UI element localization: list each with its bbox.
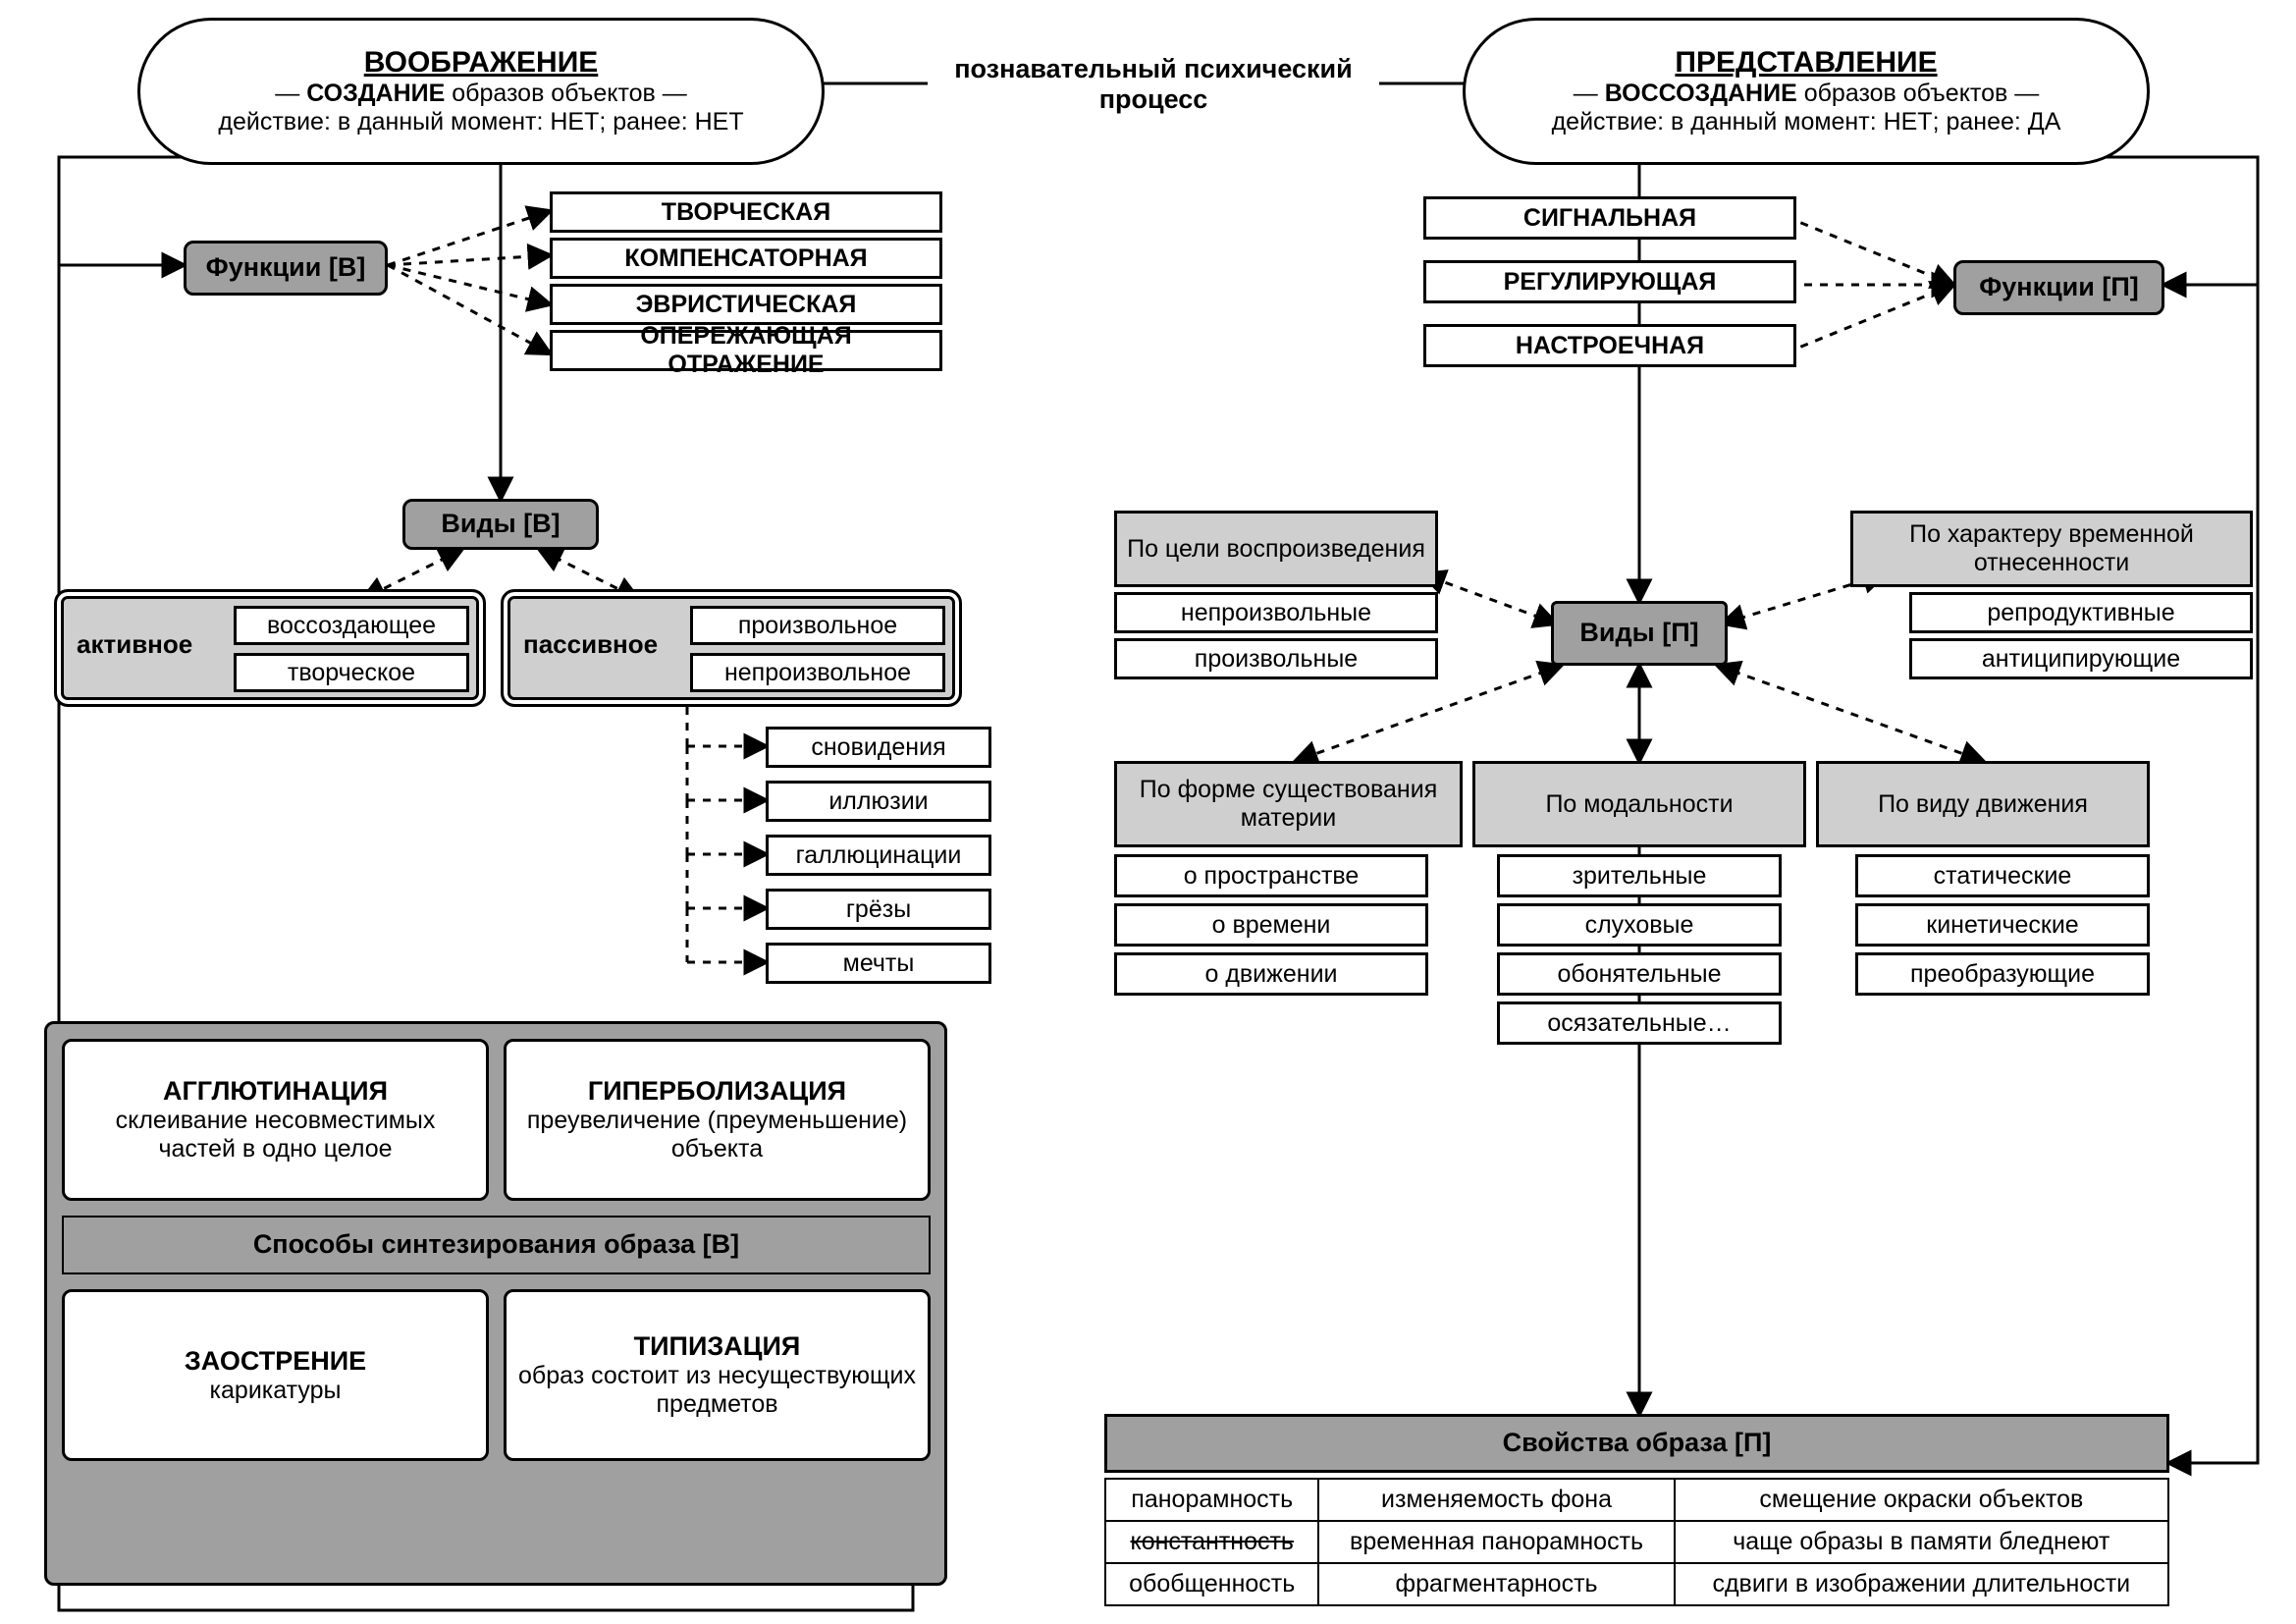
synthesis-outer: АГГЛЮТИНАЦИЯ склеивание несовместимых ча… <box>44 1021 947 1586</box>
imagination-function-3: ОПЕРЕЖАЮЩАЯ ОТРАЖЕНИЕ <box>550 330 942 371</box>
imagination-function-1: КОМПЕНСАТОРНАЯ <box>550 238 942 279</box>
props-0-0: панорамность <box>1105 1479 1318 1521</box>
synthesis-1-desc: преувеличение (преуменьшение) объекта <box>516 1107 918 1164</box>
synthesis-3: ТИПИЗАЦИЯ образ состоит из несуществующи… <box>504 1289 931 1461</box>
props-1-0: константность <box>1105 1521 1318 1563</box>
by-modality-2: обонятельные <box>1497 952 1782 996</box>
passive-detail-4: мечты <box>766 943 991 984</box>
synthesis-1: ГИПЕРБОЛИЗАЦИЯ преувеличение (преуменьше… <box>504 1039 931 1201</box>
imagination-functions-label: Функции [В] <box>184 241 388 296</box>
props-0-2: смещение окраски объектов <box>1675 1479 2168 1521</box>
by-motion-label: По виду движения <box>1816 761 2150 847</box>
by-time-1: антиципирующие <box>1909 638 2253 679</box>
by-time-0: репродуктивные <box>1909 592 2253 633</box>
props-0-1: изменяемость фона <box>1318 1479 1674 1521</box>
by-goal-0: непроизвольные <box>1114 592 1438 633</box>
props-1-1: временная панорамность <box>1318 1521 1674 1563</box>
by-motion-1: кинетические <box>1855 903 2150 947</box>
by-form-2: о движении <box>1114 952 1428 996</box>
by-time-label: По характеру временной отнесенности <box>1850 511 2253 587</box>
imagination-passive-group: пассивное произвольное непроизвольное <box>501 589 962 707</box>
representation-props-table: панорамность изменяемость фона смещение … <box>1104 1478 2169 1606</box>
imagination-active-1: творческое <box>234 653 469 692</box>
synthesis-2-name: ЗАОСТРЕНИЕ <box>185 1346 366 1377</box>
synthesis-3-desc: образ состоит из несуществующих предмето… <box>516 1362 918 1419</box>
props-1-2: чаще образы в памяти бледнеют <box>1675 1521 2168 1563</box>
by-goal-label: По цели воспроизведения <box>1114 511 1438 587</box>
synthesis-0: АГГЛЮТИНАЦИЯ склеивание несовместимых ча… <box>62 1039 489 1201</box>
passive-detail-2: галлюцинации <box>766 835 991 876</box>
imagination-active-0: воссоздающее <box>234 606 469 645</box>
props-2-1: фрагментарность <box>1318 1563 1674 1605</box>
by-modality-1: слуховые <box>1497 903 1782 947</box>
imagination-subtitle: — СОЗДАНИЕ образов объектов — <box>275 80 687 108</box>
synthesis-3-name: ТИПИЗАЦИЯ <box>634 1331 801 1362</box>
representation-title: ПРЕДСТАВЛЕНИЕ <box>1675 46 1937 80</box>
by-modality-3: осязательные… <box>1497 1001 1782 1045</box>
representation-subtitle: — ВОССОЗДАНИЕ образов объектов — <box>1574 80 2039 108</box>
passive-detail-1: иллюзии <box>766 781 991 822</box>
by-motion-0: статические <box>1855 854 2150 897</box>
by-goal-1: произвольные <box>1114 638 1438 679</box>
synthesis-label: Способы синтезирования образа [В] <box>62 1216 931 1274</box>
imagination-function-0: ТВОРЧЕСКАЯ <box>550 191 942 233</box>
imagination-active-label: активное <box>77 629 224 660</box>
passive-detail-0: сновидения <box>766 727 991 768</box>
synthesis-2-desc: карикатуры <box>210 1377 342 1405</box>
imagination-passive-label: пассивное <box>523 629 680 660</box>
by-modality-label: По модальности <box>1472 761 1806 847</box>
by-modality-0: зрительные <box>1497 854 1782 897</box>
props-2-2: сдвиги в изображении длительности <box>1675 1563 2168 1605</box>
imagination-title: ВООБРАЖЕНИЕ <box>364 46 599 80</box>
representation-function-0: СИГНАЛЬНАЯ <box>1423 196 1796 240</box>
representation-function-1: РЕГУЛИРУЮЩАЯ <box>1423 260 1796 303</box>
imagination-active-group: активное воссоздающее творческое <box>54 589 486 707</box>
center-process-label: познавательный психический процесс <box>928 65 1379 104</box>
representation-props-label: Свойства образа [П] <box>1104 1414 2169 1473</box>
representation-action: действие: в данный момент: НЕТ; ранее: Д… <box>1552 108 2061 136</box>
representation-functions-label: Функции [П] <box>1953 260 2164 315</box>
synthesis-2: ЗАОСТРЕНИЕ карикатуры <box>62 1289 489 1461</box>
representation-function-2: НАСТРОЕЧНАЯ <box>1423 324 1796 367</box>
passive-detail-3: грёзы <box>766 889 991 930</box>
by-form-label: По форме существования материи <box>1114 761 1463 847</box>
imagination-kinds-label: Виды [В] <box>402 499 599 550</box>
synthesis-0-name: АГГЛЮТИНАЦИЯ <box>163 1076 388 1107</box>
by-form-1: о времени <box>1114 903 1428 947</box>
imagination-passive-1: непроизвольное <box>690 653 945 692</box>
props-2-0: обобщенность <box>1105 1563 1318 1605</box>
oval-imagination: ВООБРАЖЕНИЕ — СОЗДАНИЕ образов объектов … <box>137 18 825 165</box>
by-form-0: о пространстве <box>1114 854 1428 897</box>
imagination-function-2: ЭВРИСТИЧЕСКАЯ <box>550 284 942 325</box>
by-motion-2: преобразующие <box>1855 952 2150 996</box>
representation-kinds-label: Виды [П] <box>1551 601 1728 666</box>
imagination-action: действие: в данный момент: НЕТ; ранее: Н… <box>218 108 743 136</box>
imagination-passive-0: произвольное <box>690 606 945 645</box>
synthesis-0-desc: склеивание несовместимых частей в одно ц… <box>75 1107 476 1164</box>
synthesis-1-name: ГИПЕРБОЛИЗАЦИЯ <box>588 1076 846 1107</box>
oval-representation: ПРЕДСТАВЛЕНИЕ — ВОССОЗДАНИЕ образов объе… <box>1463 18 2150 165</box>
